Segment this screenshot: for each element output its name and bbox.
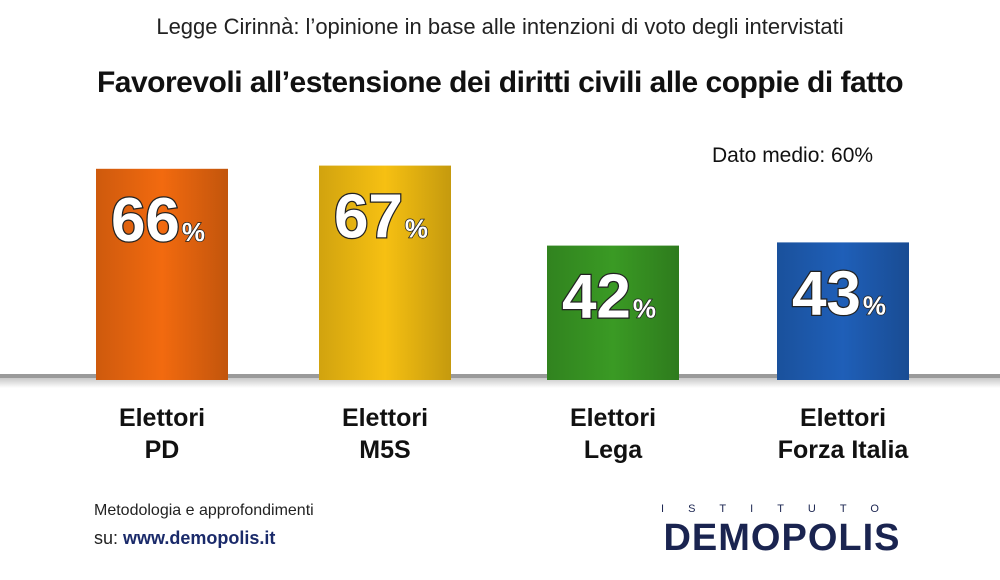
methodology-link-line: su: www.demopolis.it: [94, 528, 275, 549]
value-label-lega: 42%: [562, 263, 656, 332]
methodology-prefix: su:: [94, 528, 124, 548]
logo-big-text: DEMOPOLIS: [663, 517, 901, 559]
average-label: Dato medio: 60%: [712, 144, 874, 167]
methodology-text: Metodologia e approfondimenti: [94, 502, 314, 519]
category-label-m5s-line1: Elettori: [342, 404, 428, 432]
category-label-pd-line1: Elettori: [119, 404, 205, 432]
category-label-lega-line1: Elettori: [570, 404, 656, 432]
value-label-m5s: 67%: [334, 183, 428, 252]
chart-baseline: [0, 374, 1000, 378]
value-label-forza-italia: 43%: [792, 259, 886, 328]
category-label-forza-italia-line1: Elettori: [800, 404, 886, 432]
bar-chart: 66% Elettori PD 67% Elettori M5S 42% Elettori Le…: [0, 165, 1000, 464]
category-label-m5s-line2: M5S: [359, 436, 410, 464]
value-label-pd: 66%: [111, 186, 205, 255]
chart-subtitle: Legge Cirinnà: l’opinione in base alle i…: [156, 14, 844, 39]
category-label-lega-line2: Lega: [584, 436, 643, 464]
website-link[interactable]: www.demopolis.it: [123, 528, 276, 548]
chart-floor-shadow: [0, 378, 1000, 388]
bar-m5s: [319, 165, 451, 380]
logo-small-text: ISTITUTO: [661, 503, 903, 515]
demopolis-logo: ISTITUTO DEMOPOLIS: [632, 503, 932, 563]
bar-lega: [547, 245, 679, 380]
bar-forza-italia: [777, 242, 909, 380]
chart-title: Favorevoli all’estensione dei diritti ci…: [96, 66, 904, 99]
category-label-pd-line2: PD: [145, 436, 180, 464]
category-label-forza-italia-line2: Forza Italia: [778, 436, 910, 464]
bar-pd: [96, 168, 228, 380]
